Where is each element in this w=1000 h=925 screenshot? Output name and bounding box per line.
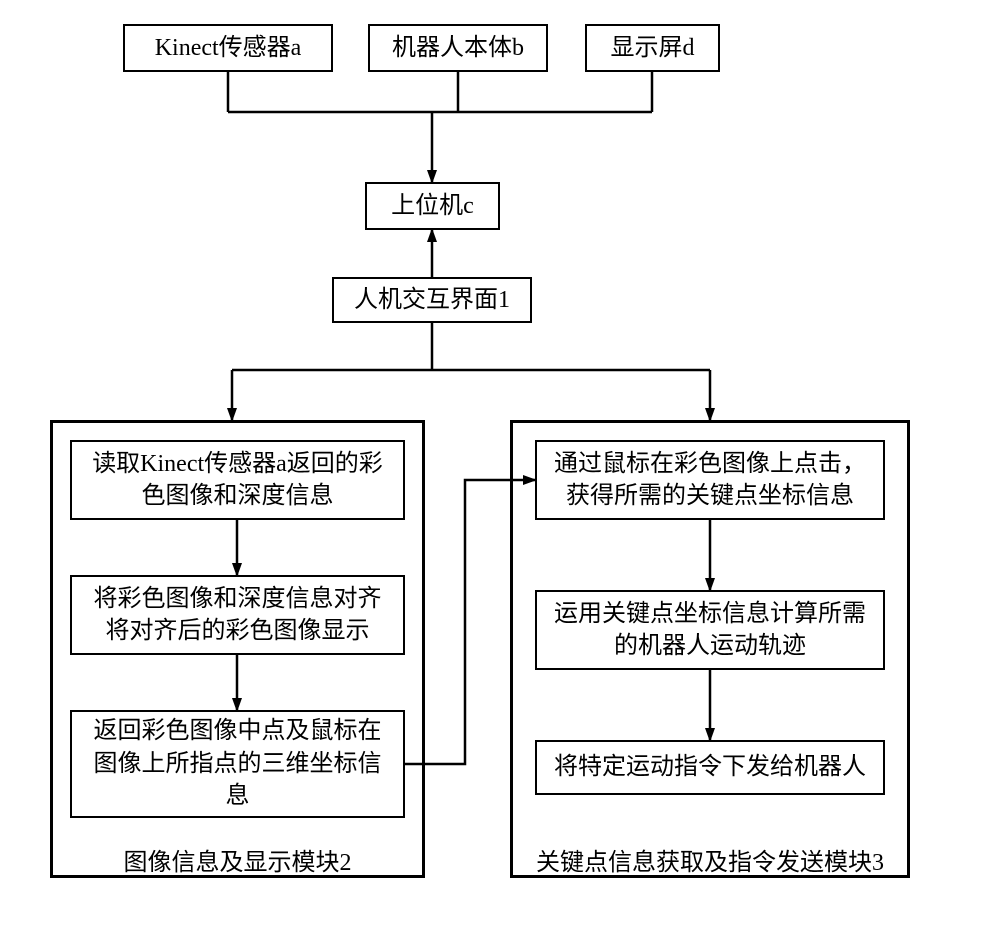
node-label: Kinect传感器a xyxy=(155,32,302,64)
node-label: 显示屏d xyxy=(611,32,695,64)
node-hmi: 人机交互界面1 xyxy=(332,277,532,323)
node-top_d: 显示屏d xyxy=(585,24,720,72)
node-label: 人机交互界面1 xyxy=(354,284,510,316)
node-label: 机器人本体b xyxy=(392,32,524,64)
module-right xyxy=(510,420,910,878)
node-host: 上位机c xyxy=(365,182,500,230)
module-left-label: 图像信息及显示模块2 xyxy=(50,842,425,877)
node-top_a: Kinect传感器a xyxy=(123,24,333,72)
module-left xyxy=(50,420,425,878)
flowchart-canvas: Kinect传感器a机器人本体b显示屏d上位机c人机交互界面1读取Kinect传… xyxy=(0,0,1000,925)
module-right-label: 关键点信息获取及指令发送模块3 xyxy=(510,842,910,877)
node-top_b: 机器人本体b xyxy=(368,24,548,72)
node-label: 上位机c xyxy=(391,190,474,222)
